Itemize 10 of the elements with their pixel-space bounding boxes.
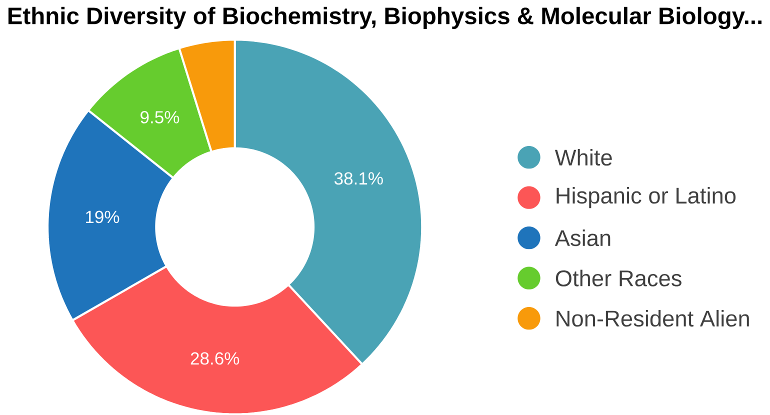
legend-label: Non-Resident Alien: [556, 310, 749, 327]
legend-label: Other Races: [556, 270, 682, 286]
data-label: 19%: [86, 210, 120, 224]
chart-title: Ethnic Diversity of Biochemistry, Biophysics & Molecular Biology...: [8, 6, 762, 29]
legend-label: Asian: [554, 229, 610, 246]
legend-label: Hispanic or Latino: [556, 186, 736, 208]
data-label: 9.5%: [140, 110, 180, 124]
legend-label: White: [554, 148, 612, 166]
data-label: 38.1%: [334, 172, 383, 184]
data-label: 28.6%: [190, 352, 240, 365]
